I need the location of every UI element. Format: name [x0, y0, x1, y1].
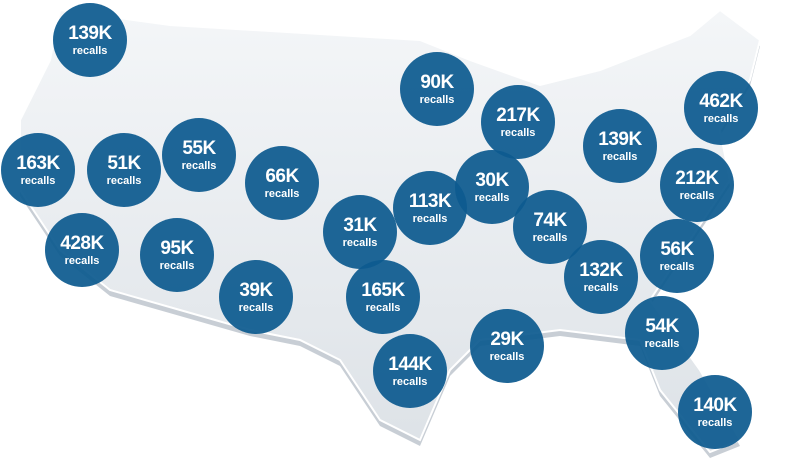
- bubble-value: 428K: [60, 233, 104, 254]
- bubble-value: 29K: [490, 329, 524, 350]
- bubble-value: 140K: [693, 395, 737, 416]
- bubble-value: 144K: [388, 354, 432, 375]
- bubble-circle: [346, 260, 420, 334]
- bubble-unit: recalls: [645, 338, 680, 350]
- bubble-unit: recalls: [393, 376, 428, 388]
- bubble-value: 55K: [182, 138, 216, 159]
- bubble-circle: [45, 213, 119, 287]
- bubble-unit: recalls: [239, 302, 274, 314]
- bubble-circle: [470, 309, 544, 383]
- bubble-circle: [513, 190, 587, 264]
- bubble-unit: recalls: [533, 232, 568, 244]
- bubble-value: 30K: [475, 170, 509, 191]
- bubble-unit: recalls: [107, 175, 142, 187]
- bubble-circle: [678, 375, 752, 449]
- bubble-value: 139K: [68, 23, 112, 44]
- bubble-unit: recalls: [680, 190, 715, 202]
- bubble-value: 51K: [107, 153, 141, 174]
- bubble-value: 217K: [496, 105, 540, 126]
- bubble-circle: [219, 260, 293, 334]
- bubble-unit: recalls: [343, 237, 378, 249]
- bubble-unit: recalls: [73, 45, 108, 57]
- bubble-circle: [564, 240, 638, 314]
- bubble-circle: [684, 71, 758, 145]
- bubble-layer: 139Krecalls163Krecalls51Krecalls55Krecal…: [1, 3, 758, 449]
- bubble-circle: [140, 218, 214, 292]
- bubble-circle: [393, 171, 467, 245]
- bubble-value: 54K: [645, 316, 679, 337]
- bubble-unit: recalls: [660, 261, 695, 273]
- bubble-unit: recalls: [21, 175, 56, 187]
- bubble-circle: [455, 150, 529, 224]
- bubble-circle: [245, 146, 319, 220]
- bubble-value: 139K: [598, 129, 642, 150]
- bubble-unit: recalls: [603, 151, 638, 163]
- bubble-value: 132K: [579, 260, 623, 281]
- bubble-unit: recalls: [413, 213, 448, 225]
- bubble-value: 39K: [239, 280, 273, 301]
- bubble-circle: [373, 334, 447, 408]
- bubble-circle: [583, 109, 657, 183]
- bubble-value: 90K: [420, 72, 454, 93]
- bubble-value: 462K: [699, 91, 743, 112]
- bubble-value: 163K: [16, 153, 60, 174]
- bubble-unit: recalls: [704, 113, 739, 125]
- bubble-circle: [481, 85, 555, 159]
- bubble-value: 113K: [409, 191, 452, 212]
- bubble-circle: [640, 219, 714, 293]
- bubble-unit: recalls: [490, 351, 525, 363]
- bubble-value: 95K: [160, 238, 194, 259]
- bubble-circle: [660, 148, 734, 222]
- bubble-circle: [323, 195, 397, 269]
- bubble-unit: recalls: [501, 127, 536, 139]
- bubble-unit: recalls: [475, 192, 510, 204]
- bubble-unit: recalls: [160, 260, 195, 272]
- bubble-value: 66K: [265, 166, 299, 187]
- bubble-unit: recalls: [698, 417, 733, 429]
- bubble-value: 56K: [660, 239, 694, 260]
- bubble-circle: [400, 52, 474, 126]
- bubble-unit: recalls: [420, 94, 455, 106]
- bubble-circle: [162, 118, 236, 192]
- bubble-value: 212K: [675, 168, 719, 189]
- bubble-unit: recalls: [366, 302, 401, 314]
- bubble-unit: recalls: [65, 255, 100, 267]
- bubble-unit: recalls: [182, 160, 217, 172]
- bubble-unit: recalls: [265, 188, 300, 200]
- bubble-value: 165K: [361, 280, 405, 301]
- bubble-value: 31K: [343, 215, 377, 236]
- bubble-circle: [53, 3, 127, 77]
- bubble-value: 74K: [533, 210, 567, 231]
- bubble-circle: [1, 133, 75, 207]
- bubble-circle: [87, 133, 161, 207]
- bubble-circle: [625, 296, 699, 370]
- bubble-unit: recalls: [584, 282, 619, 294]
